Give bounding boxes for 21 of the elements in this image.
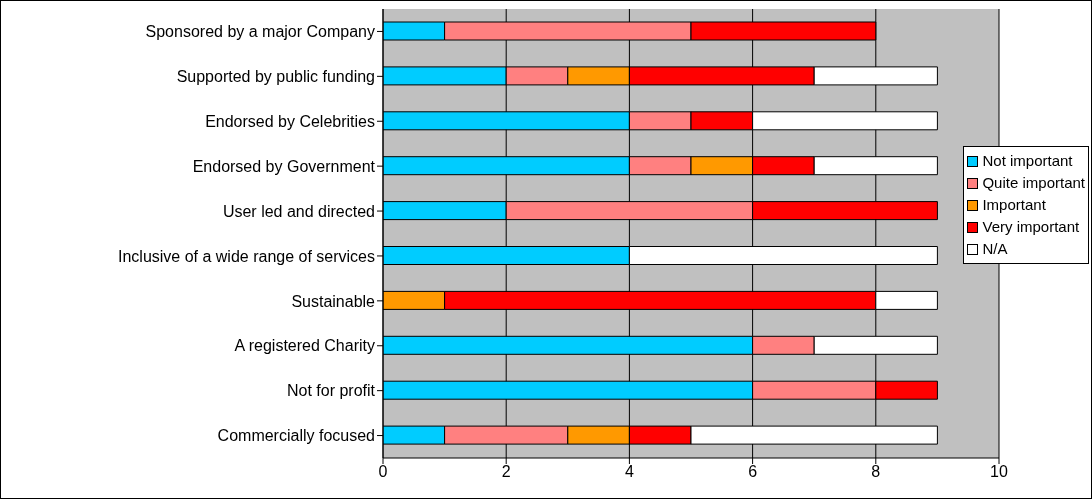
x-tick-label: 4 [624, 463, 634, 481]
legend-label: Very important [982, 217, 1080, 237]
y-tick-label: Sponsored by a major Company [145, 23, 375, 41]
legend-label: N/A [982, 239, 1008, 259]
y-tick-label: Not for profit [286, 382, 376, 400]
y-tick-label: Inclusive of a wide range of services [117, 247, 375, 265]
y-tick-label: A registered Charity [234, 337, 375, 355]
x-tick-label: 2 [501, 463, 511, 481]
x-tick-label: 6 [748, 463, 758, 481]
y-tick-label: Commercially focused [217, 427, 375, 445]
y-tick-label: User led and directed [222, 202, 375, 220]
x-tick-label: 10 [990, 463, 1008, 481]
y-tick-label: Sustainable [291, 292, 376, 310]
y-tick-label: Supported by public funding [176, 68, 375, 86]
y-tick-label: Endorsed by Celebrities [205, 112, 375, 130]
x-tick-label: 8 [871, 463, 881, 481]
legend-label: Quite important [982, 173, 1085, 193]
x-tick-label: 0 [378, 463, 388, 481]
legend-label: Not important [982, 151, 1073, 171]
y-tick-label: Endorsed by Government [192, 157, 376, 175]
legend-label: Important [982, 195, 1046, 215]
